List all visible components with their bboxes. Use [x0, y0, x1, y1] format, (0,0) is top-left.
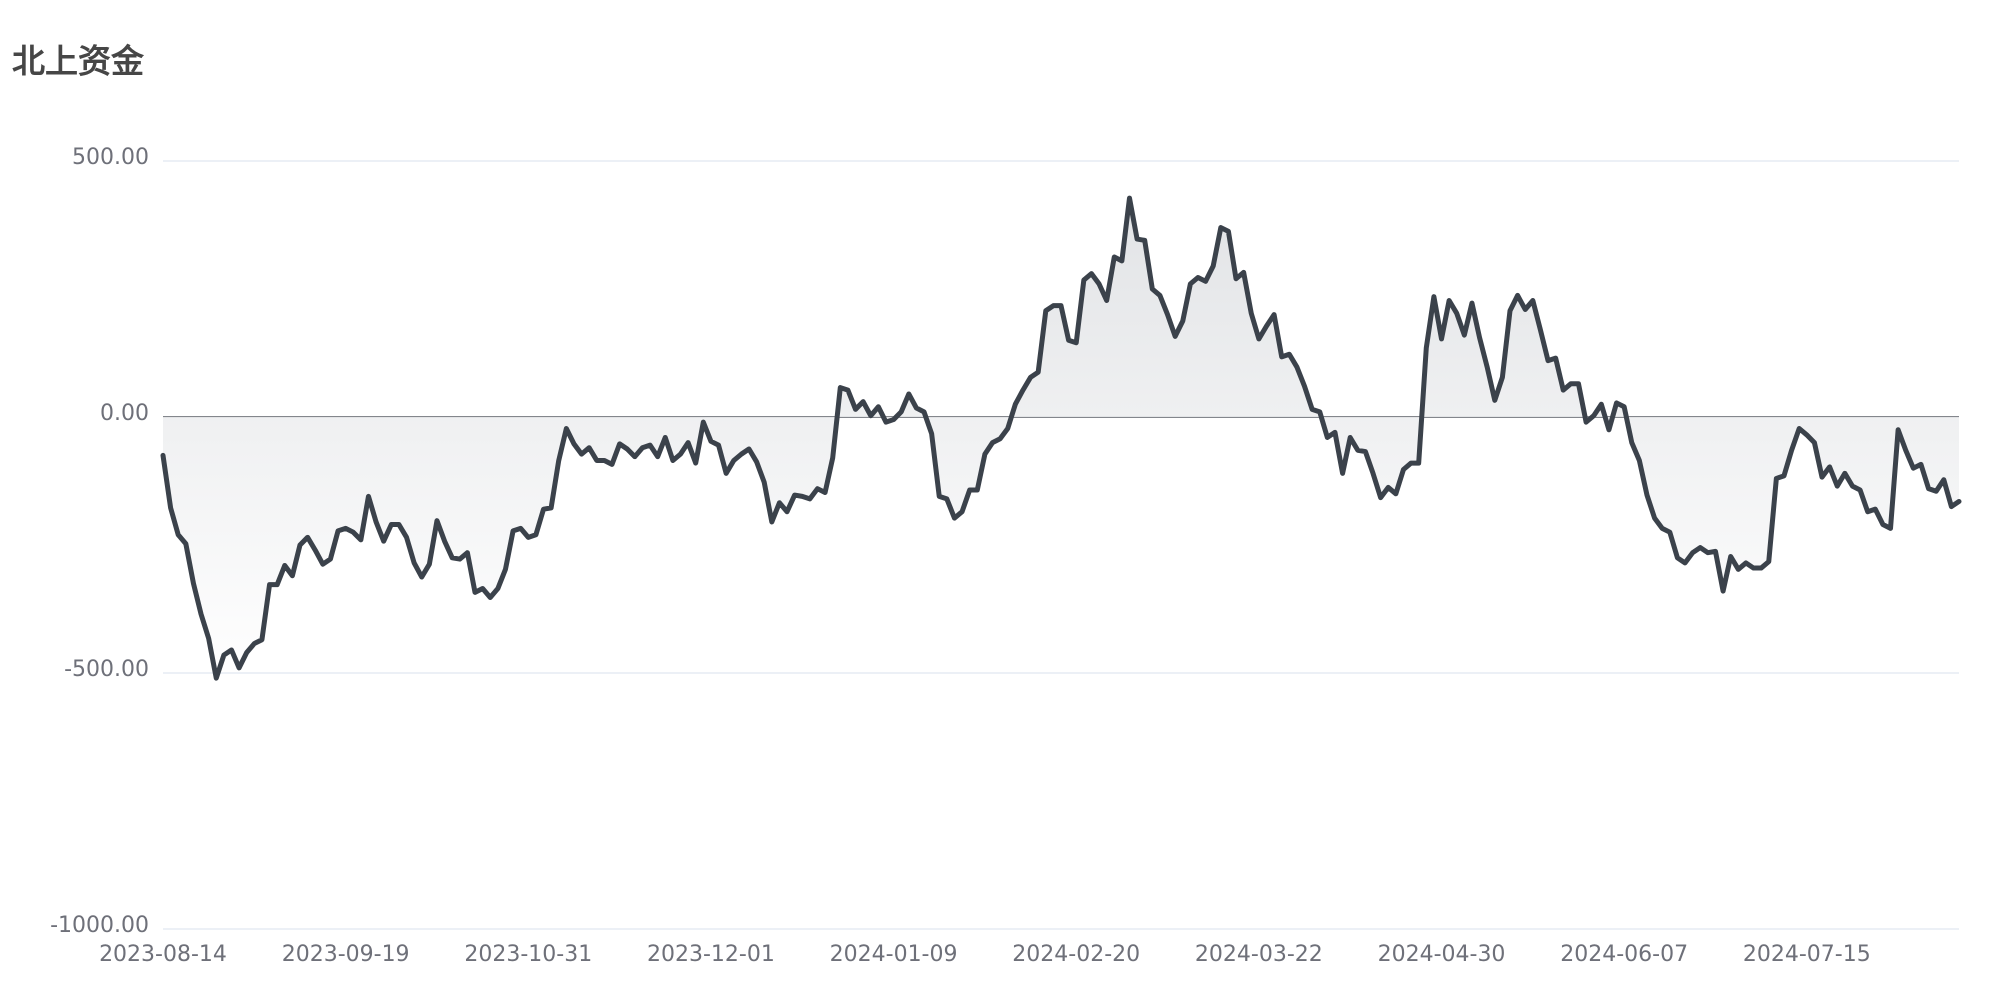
y-tick-label: 500.00	[72, 145, 149, 170]
x-tick-label: 2024-01-09	[830, 942, 958, 967]
x-tick-label: 2023-12-01	[647, 942, 775, 967]
x-tick-label: 2024-02-20	[1012, 942, 1140, 967]
x-tick-label: 2024-07-15	[1743, 942, 1871, 967]
y-tick-label: -500.00	[64, 657, 149, 682]
x-tick-label: 2023-09-19	[282, 942, 410, 967]
line	[160, 195, 1962, 681]
x-tick-label: 2023-08-14	[99, 942, 227, 967]
x-tick-label: 2024-03-22	[1195, 942, 1323, 967]
x-tick-label: 2024-04-30	[1378, 942, 1506, 967]
labels: -1000.00 -500.00 0.00 500.00 2023-08-14 2023-…	[50, 145, 1871, 967]
y-tick-label: 0.00	[100, 401, 149, 426]
area	[163, 198, 1959, 679]
x-tick-label: 2023-10-31	[464, 942, 592, 967]
x-tick-label: 2024-06-07	[1560, 942, 1688, 967]
plot	[160, 195, 1962, 681]
chart-title: 北上资金	[12, 42, 145, 81]
y-tick-label: -1000.00	[50, 913, 149, 938]
